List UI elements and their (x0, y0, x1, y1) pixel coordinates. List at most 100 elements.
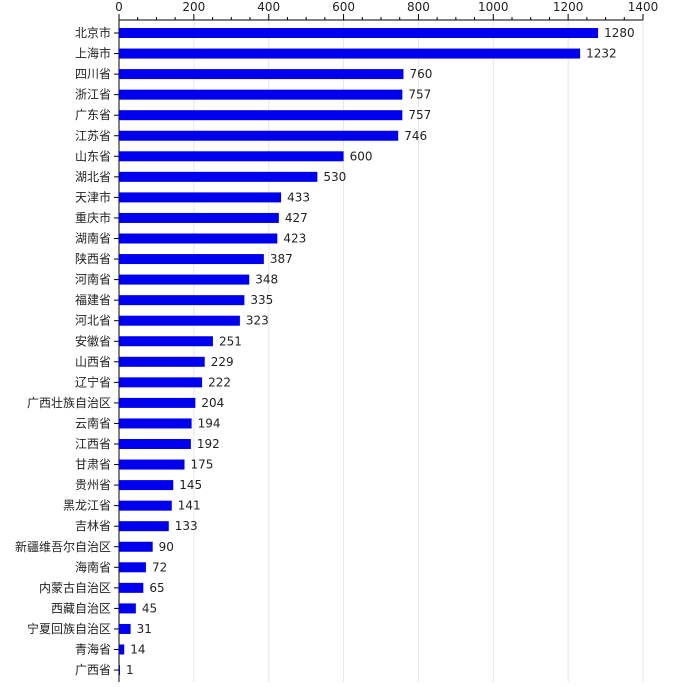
value-label: 72 (152, 560, 167, 574)
value-label: 65 (149, 581, 164, 595)
bar (119, 480, 174, 491)
bar (119, 521, 169, 532)
category-label: 河南省 (75, 272, 111, 287)
bar (119, 254, 264, 265)
value-label: 1232 (586, 47, 617, 61)
value-label: 204 (201, 396, 224, 410)
bar (119, 562, 146, 573)
bar (119, 644, 125, 655)
value-label: 14 (130, 643, 145, 657)
category-label: 湖南省 (75, 231, 111, 246)
bar (119, 336, 213, 347)
value-label: 1 (126, 663, 134, 677)
category-label: 云南省 (75, 415, 111, 430)
bar (119, 582, 144, 593)
bar (119, 356, 205, 367)
x-tick-label: 1000 (478, 0, 509, 14)
category-label: 山东省 (75, 149, 111, 163)
bar (119, 665, 120, 676)
category-label: 宁夏回族自治区 (27, 621, 111, 636)
bar (119, 500, 172, 511)
value-label: 423 (283, 232, 306, 246)
value-label: 45 (142, 601, 157, 615)
bar (119, 295, 245, 306)
x-tick-label: 200 (182, 0, 205, 14)
category-label: 甘肃省 (75, 458, 111, 472)
value-label: 746 (404, 129, 427, 143)
value-label: 433 (287, 190, 310, 204)
value-label: 757 (408, 108, 431, 122)
category-label: 辽宁省 (75, 374, 111, 389)
value-label: 760 (409, 67, 432, 81)
bar (119, 377, 203, 388)
value-label: 323 (246, 314, 269, 328)
bar (119, 110, 403, 121)
bar (119, 233, 278, 244)
bars: 1280 1232 760 757 757 746 600 530 433 427 423 387 34… (119, 26, 635, 677)
value-label: 175 (191, 458, 214, 472)
x-tick-label: 0 (115, 0, 123, 14)
category-label: 重庆市 (75, 210, 111, 225)
category-label: 西藏自治区 (51, 601, 111, 615)
value-label: 251 (219, 334, 242, 348)
category-label: 江苏省 (75, 129, 111, 143)
value-label: 348 (255, 273, 278, 287)
x-axis: 0 200 400 600 800 1000 1200 1400 (115, 0, 659, 21)
x-tick-label: 600 (332, 0, 355, 14)
bar (119, 603, 136, 614)
bar (119, 212, 279, 223)
value-label: 31 (137, 622, 152, 636)
x-tick-label: 400 (257, 0, 280, 14)
bar (119, 459, 185, 470)
category-label: 广西壮族自治区 (27, 396, 111, 410)
value-label: 141 (178, 499, 201, 513)
value-label: 133 (175, 519, 198, 533)
category-label: 内蒙古自治区 (39, 580, 111, 595)
value-label: 757 (408, 88, 431, 102)
value-label: 194 (198, 416, 221, 430)
category-label: 浙江省 (75, 88, 111, 102)
category-label: 吉林省 (75, 519, 111, 533)
category-label: 安徽省 (75, 333, 111, 348)
bar (119, 130, 399, 141)
category-label: 广东省 (75, 108, 111, 122)
bar (119, 623, 131, 634)
value-label: 192 (197, 437, 220, 451)
category-label: 山西省 (75, 355, 111, 369)
x-tick-label: 800 (407, 0, 430, 14)
bar (119, 397, 196, 408)
bar (119, 192, 282, 203)
bar (119, 151, 344, 162)
category-label: 湖北省 (75, 169, 111, 184)
bar (119, 171, 318, 182)
category-label: 天津市 (75, 189, 111, 204)
bar (119, 315, 240, 326)
category-label: 河北省 (75, 314, 111, 328)
x-tick-label: 1400 (628, 0, 659, 14)
bar (119, 69, 404, 80)
bar (119, 28, 599, 38)
category-label: 四川省 (75, 67, 111, 81)
value-label: 229 (211, 355, 234, 369)
value-label: 1280 (604, 26, 635, 40)
category-label: 黑龙江省 (63, 499, 111, 513)
bar (119, 541, 153, 552)
bar (119, 439, 191, 449)
value-label: 427 (285, 211, 308, 225)
value-label: 145 (179, 478, 202, 492)
category-label: 新疆维吾尔自治区 (15, 539, 111, 554)
category-label: 贵州省 (75, 478, 111, 492)
grid (193, 20, 644, 682)
category-label: 青海省 (75, 642, 111, 657)
category-label: 北京市 (75, 25, 111, 40)
value-label: 387 (270, 252, 293, 266)
y-axis: 北京市上海市四川省浙江省广东省江苏省山东省湖北省天津市重庆市湖南省陕西省河南省福… (15, 20, 120, 682)
value-label: 335 (250, 293, 273, 307)
bar (119, 274, 250, 285)
category-label: 广西省 (75, 663, 111, 677)
category-label: 福建省 (75, 292, 111, 307)
value-label: 222 (208, 375, 231, 389)
category-label: 陕西省 (75, 251, 111, 266)
value-label: 90 (159, 540, 174, 554)
